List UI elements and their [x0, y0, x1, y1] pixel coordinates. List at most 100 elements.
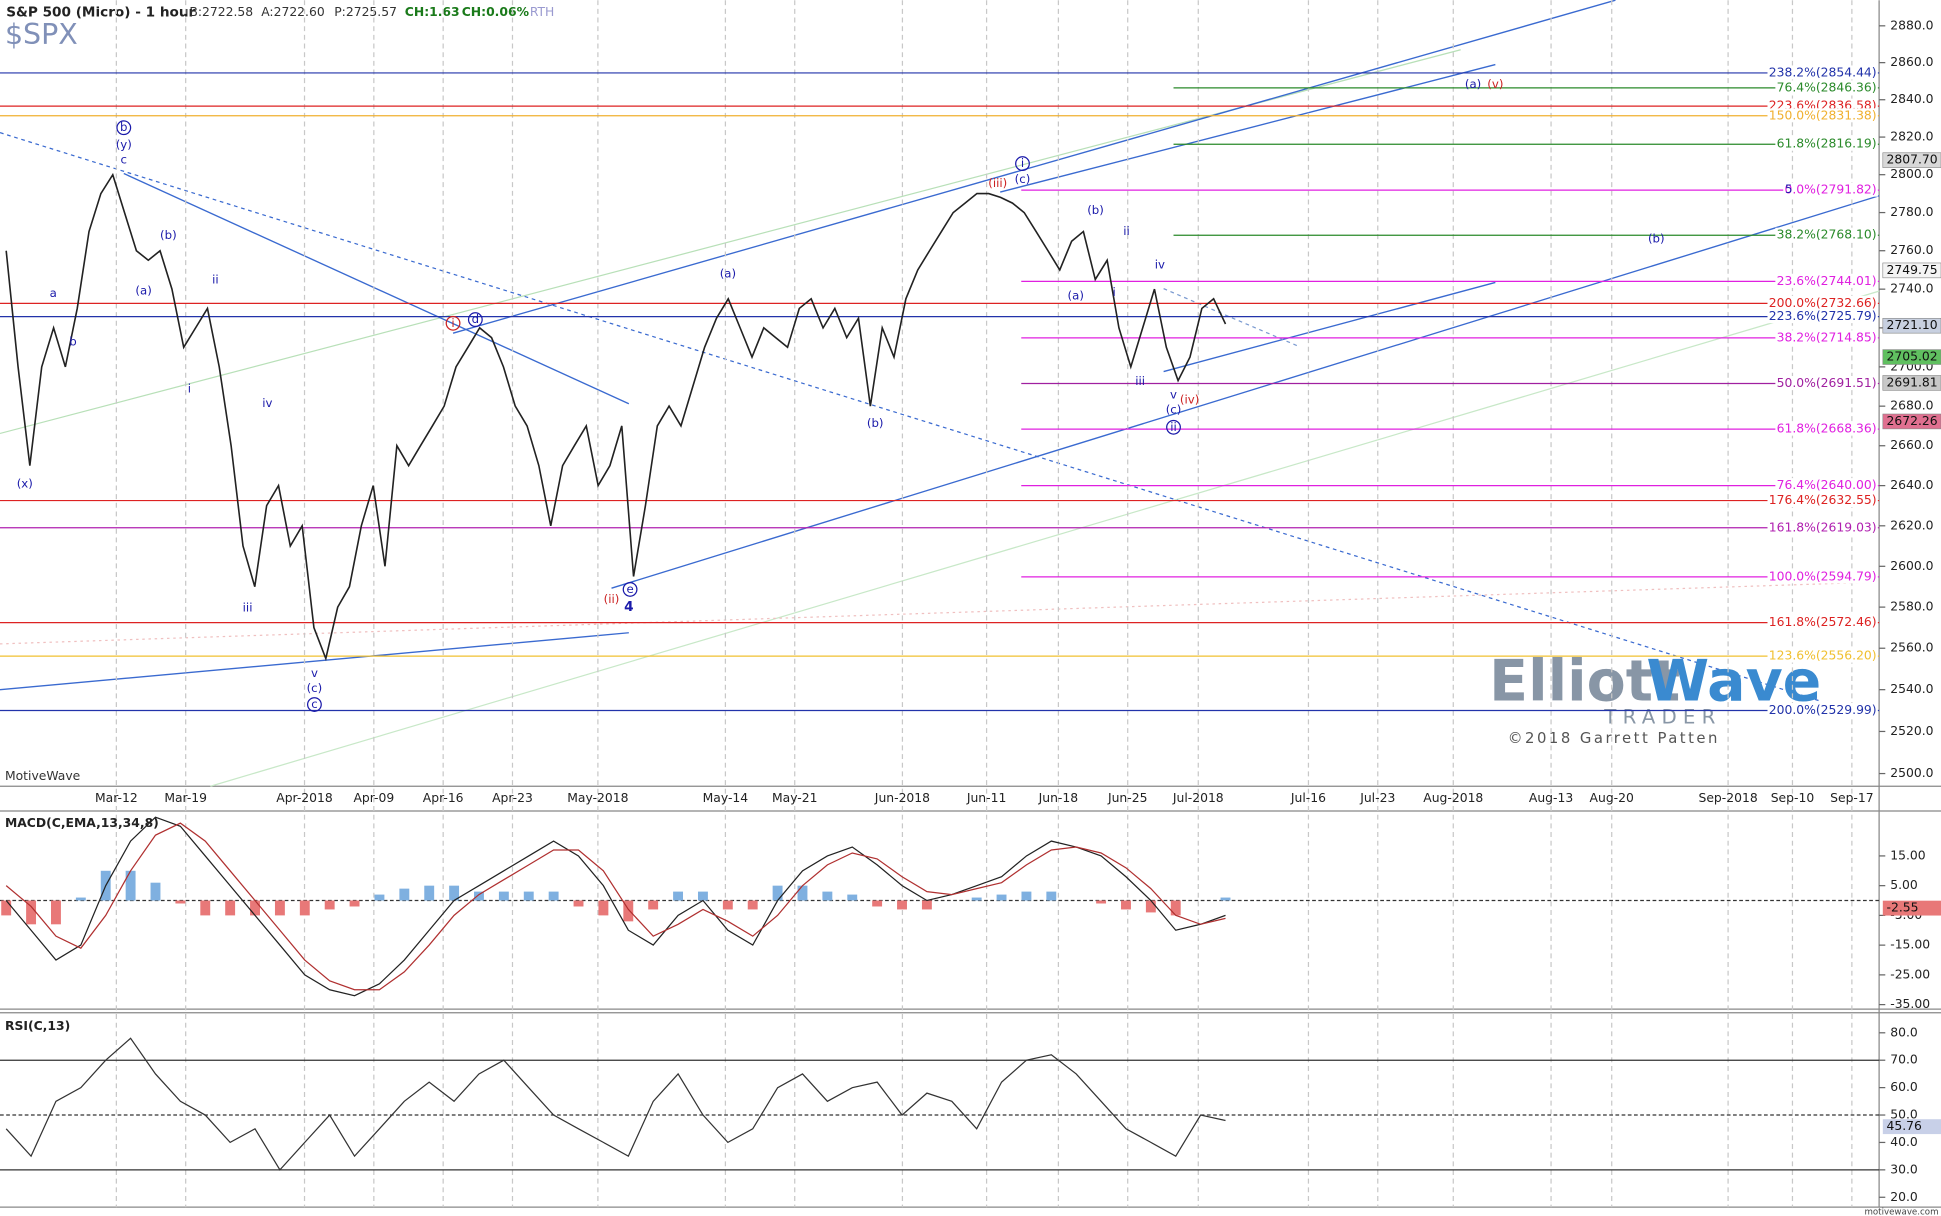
fib-level-label: 76.4%(2640.00)	[1777, 478, 1877, 492]
x-tick-label: Jul-16	[1290, 791, 1326, 805]
fib-level-label: 61.8%(2668.36)	[1777, 422, 1877, 436]
histogram-bar	[747, 900, 758, 910]
label-bg	[1775, 80, 1878, 95]
y-tick-label: 80.0	[1890, 1025, 1918, 1039]
histogram-bar	[523, 891, 534, 901]
x-tick-label: Mar-19	[164, 791, 207, 805]
wave-label: (c)	[1015, 172, 1031, 186]
price-tag-label: 2749.75	[1887, 263, 1938, 277]
price-tag	[1882, 375, 1941, 391]
wave-label: (b)	[1648, 232, 1665, 246]
fib-level-label: 161.8%(2619.03)	[1769, 520, 1877, 534]
label-bg	[1767, 648, 1878, 663]
histogram-bar	[548, 891, 559, 901]
y-tick-label: 2760.0	[1890, 243, 1933, 257]
quote: P:2725.57	[334, 5, 397, 19]
footer: motivewave.com	[1864, 1208, 1938, 1216]
wave-circle	[622, 582, 638, 597]
histogram-bar	[797, 885, 808, 901]
y-tick-label: 2660.0	[1890, 438, 1933, 452]
y-tick-label: 2820.0	[1890, 130, 1933, 144]
wave-label: b	[120, 120, 127, 134]
histogram-bar	[250, 900, 260, 916]
wave-label: (ii)	[604, 592, 620, 606]
wave-label: iv	[1155, 258, 1165, 272]
y-tick-label: 15.00	[1890, 848, 1926, 862]
trend-lines	[0, 0, 1880, 787]
x-tick-label: May-14	[703, 791, 749, 805]
wave-circle	[116, 120, 132, 136]
wave-label: (b)	[160, 228, 177, 242]
x-tick-label: May-2018	[567, 791, 628, 805]
histogram-bar	[872, 900, 883, 907]
wave-label: iii	[243, 601, 253, 615]
wave-label: (a)	[720, 266, 736, 280]
x-tick-label: Jun-11	[966, 791, 1007, 805]
price-tag-label: 2705.02	[1887, 350, 1938, 364]
wave-label: i	[188, 381, 191, 395]
label-bg	[1767, 520, 1878, 535]
histogram-bar	[399, 888, 410, 901]
quote: B:2722.58	[189, 5, 253, 19]
last-value-tag	[1882, 900, 1941, 916]
histogram-bar	[722, 900, 733, 910]
fib-level-label: 50.0%(2691.51)	[1777, 376, 1877, 390]
trend-line	[123, 172, 630, 405]
y-tick-label: -25.00	[1890, 967, 1930, 981]
symbol: $SPX	[5, 18, 78, 51]
histogram-bar	[673, 891, 684, 901]
wave-circle	[445, 315, 461, 331]
label-bg	[1775, 421, 1878, 436]
y-tick-label: 2800.0	[1890, 167, 1933, 181]
wave-label: (b)	[867, 416, 884, 430]
x-tick-label: Apr-16	[423, 791, 464, 805]
histogram-bar	[996, 894, 1007, 901]
label-bg	[1775, 330, 1878, 345]
price-tag-label: 2691.81	[1887, 375, 1938, 389]
histogram-bar	[1220, 897, 1231, 901]
wave-circle	[306, 697, 322, 712]
wave-circle	[467, 312, 483, 328]
price-line	[5, 172, 1227, 662]
fib-level-label: 0.0%(2791.82)	[1784, 183, 1876, 197]
rsi-line	[5, 1037, 1226, 1171]
label-bg	[1767, 65, 1878, 80]
wave-label: i	[1112, 285, 1115, 299]
x-tick-label: Mar-12	[95, 791, 138, 805]
wave-label: iii	[1135, 374, 1145, 388]
wave-label: b	[69, 334, 76, 348]
last-value-label: 45.76	[1887, 1119, 1923, 1133]
macd-line	[5, 822, 1226, 991]
fib-level-label: 161.8%(2572.46)	[1769, 615, 1877, 629]
x-tick-label: Aug-20	[1590, 791, 1634, 805]
wave-label: v	[1170, 388, 1177, 402]
x-tick-label: Aug-2018	[1423, 791, 1483, 805]
histogram-bar	[1021, 891, 1032, 901]
label-bg	[1767, 108, 1878, 123]
histogram-bar	[474, 891, 484, 901]
fib-level-label: 176.4%(2632.55)	[1769, 493, 1877, 507]
wave-label: ii	[212, 272, 219, 286]
histogram-bar	[822, 891, 833, 901]
wave-label: (b)	[1087, 203, 1104, 217]
watermark-sub: TRADER	[1603, 706, 1721, 729]
quote: CH:0.06%	[462, 5, 529, 19]
histogram-bar	[274, 900, 285, 916]
price-tag-label: 2721.10	[1887, 318, 1938, 332]
trend-line	[0, 132, 1820, 702]
y-tick-label: 2680.0	[1890, 399, 1933, 413]
histogram-bar	[498, 891, 509, 901]
y-tick-label: 2560.0	[1890, 641, 1933, 655]
label-bg	[1783, 182, 1878, 197]
trend-line	[611, 195, 1880, 589]
wave-circle	[1166, 419, 1181, 435]
histogram-bar	[449, 885, 460, 901]
wave-circle	[1015, 156, 1030, 172]
x-tick-label: Sep-17	[1830, 791, 1873, 805]
y-tick-label: 2640.0	[1890, 478, 1933, 492]
wave-label: (x)	[17, 477, 33, 491]
session: RTH	[530, 5, 555, 19]
fib-level-label: 200.0%(2732.66)	[1769, 296, 1877, 310]
y-tick-label: 60.0	[1890, 1080, 1918, 1094]
x-tick-label: Jun-18	[1038, 791, 1079, 805]
